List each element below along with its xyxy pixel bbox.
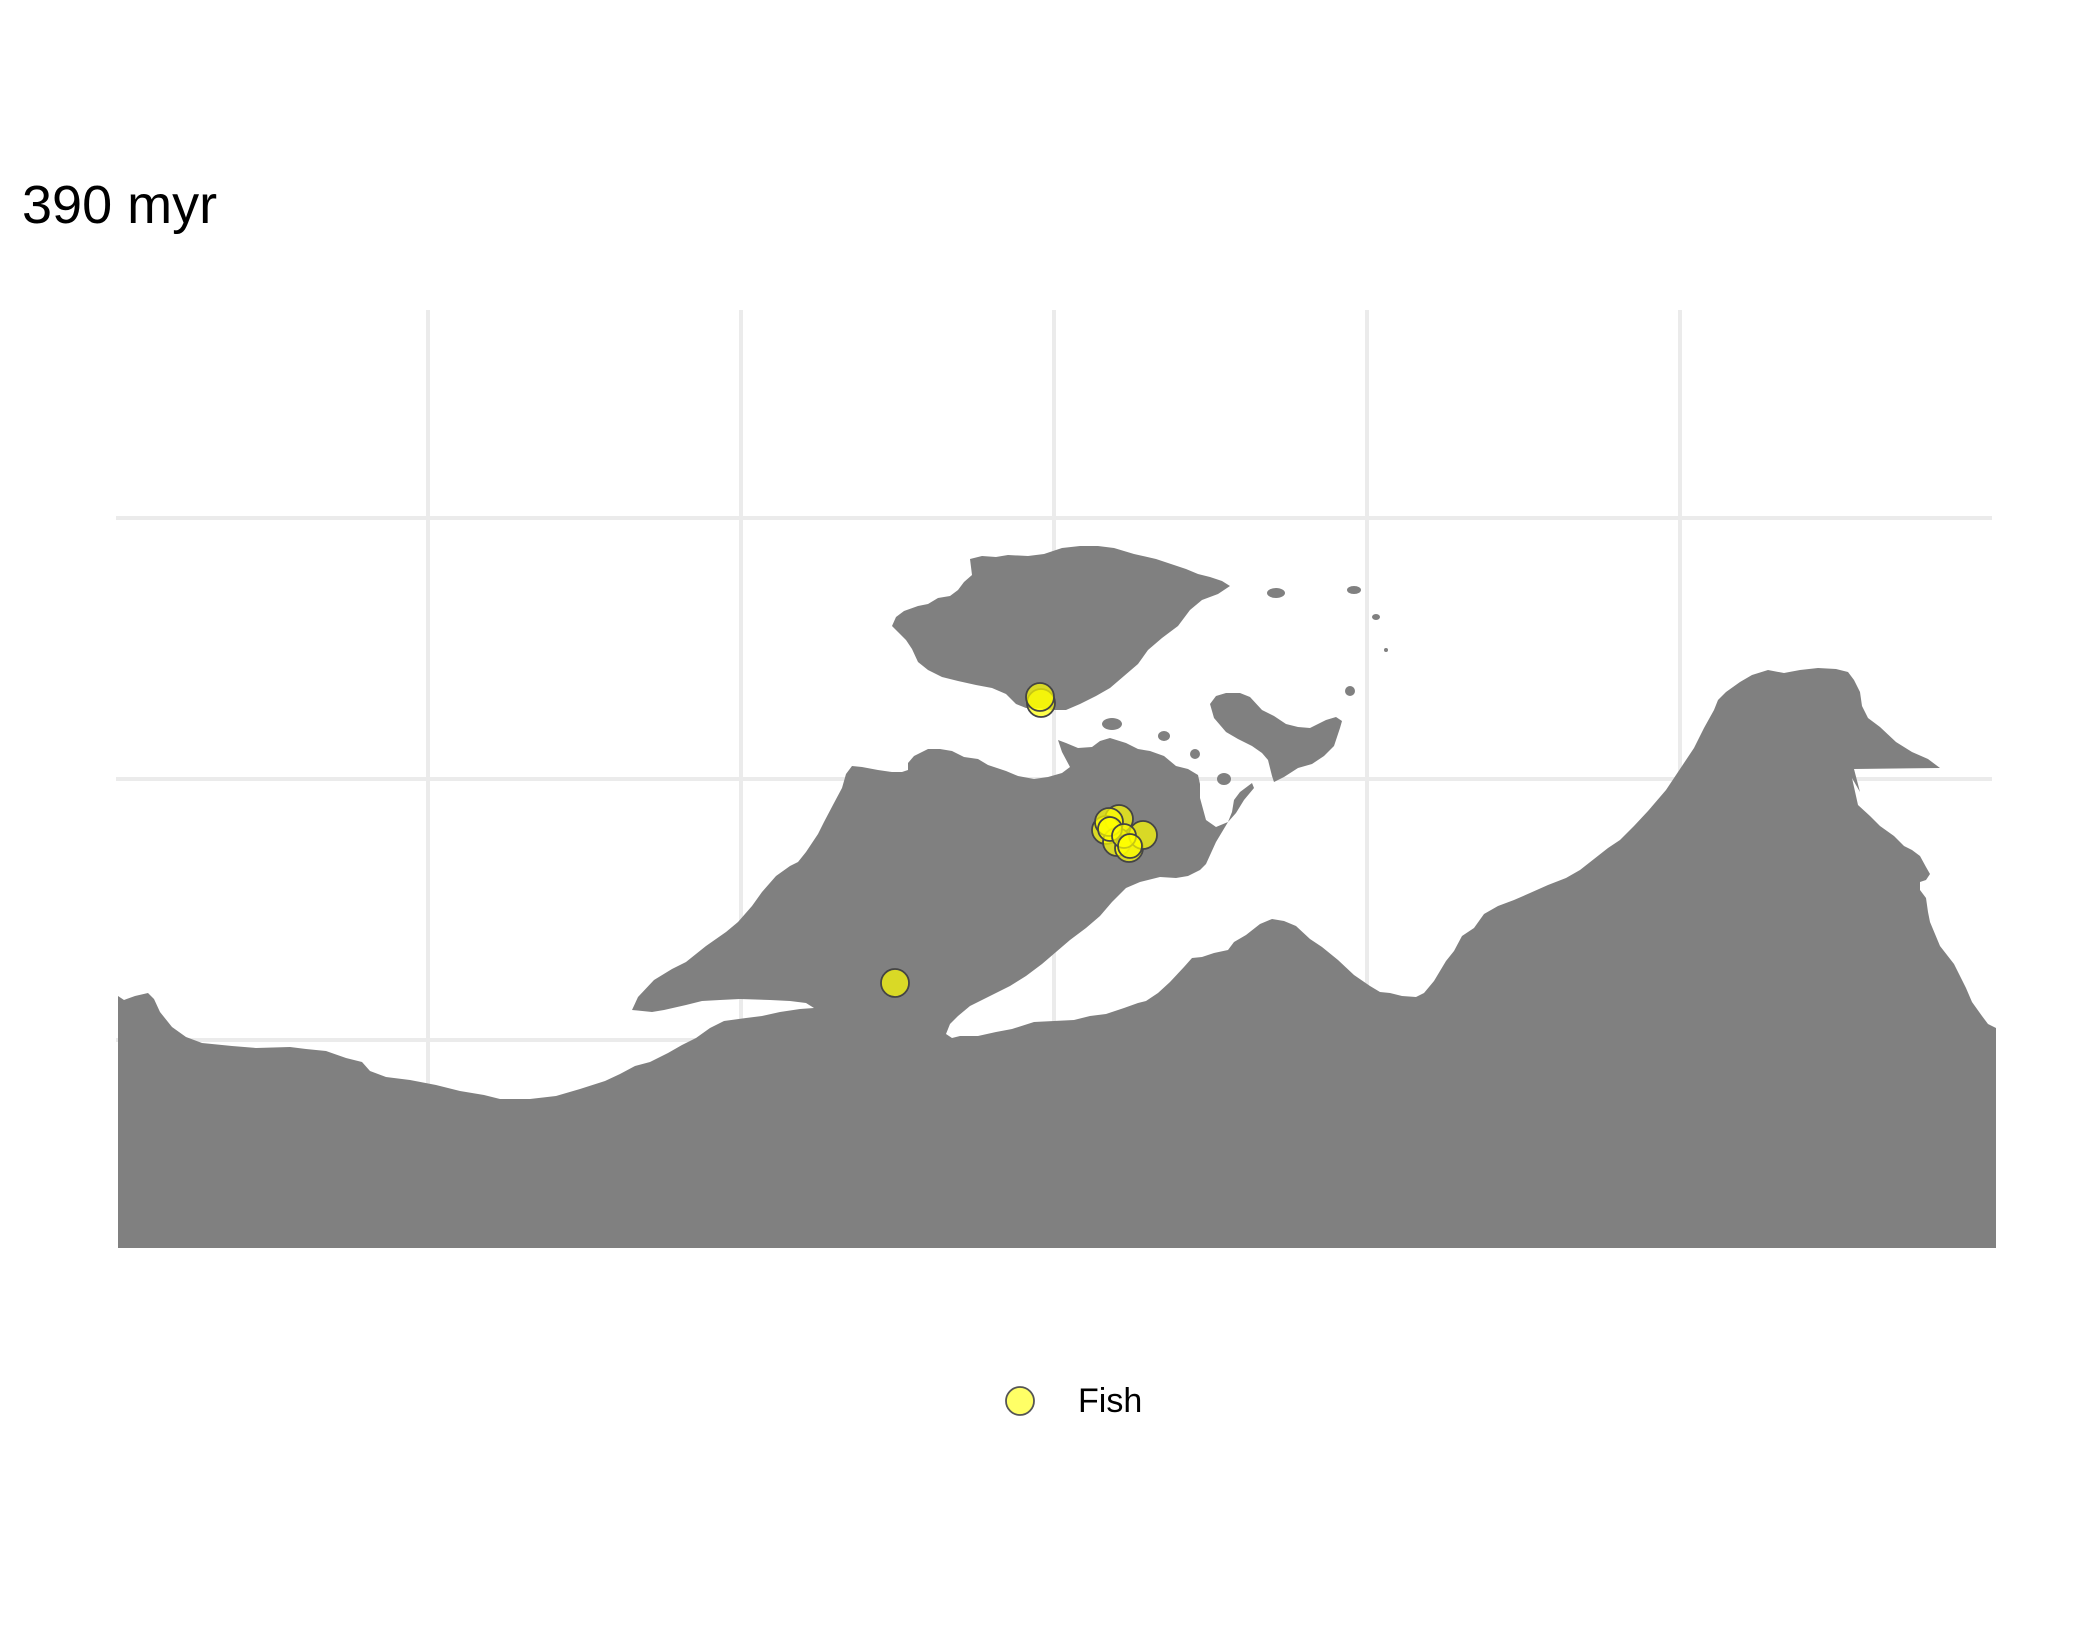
island-6 <box>1347 586 1361 594</box>
landmass-terrane-east <box>1210 693 1342 782</box>
island-8 <box>1384 648 1388 652</box>
island-4 <box>1217 773 1231 785</box>
island-2 <box>1158 731 1170 741</box>
island-1 <box>1102 718 1122 730</box>
legend-key-fish <box>1005 1386 1035 1416</box>
landmass-gondwana <box>118 668 1996 1248</box>
landmasses <box>118 546 1996 1248</box>
legend-label-fish: Fish <box>1078 1382 1142 1420</box>
map-title: 390 myr <box>22 175 218 235</box>
island-5 <box>1267 588 1285 598</box>
occurrence-points <box>880 682 1158 998</box>
fish-occurrence-point <box>1117 833 1143 859</box>
island-7 <box>1372 614 1380 620</box>
fish-occurrence-point <box>880 968 910 998</box>
landmass-laurussia <box>892 546 1230 710</box>
island-3 <box>1190 749 1200 759</box>
legend: Fish <box>1005 1382 1142 1420</box>
fish-occurrence-point <box>1025 682 1055 712</box>
island-9 <box>1345 686 1355 696</box>
